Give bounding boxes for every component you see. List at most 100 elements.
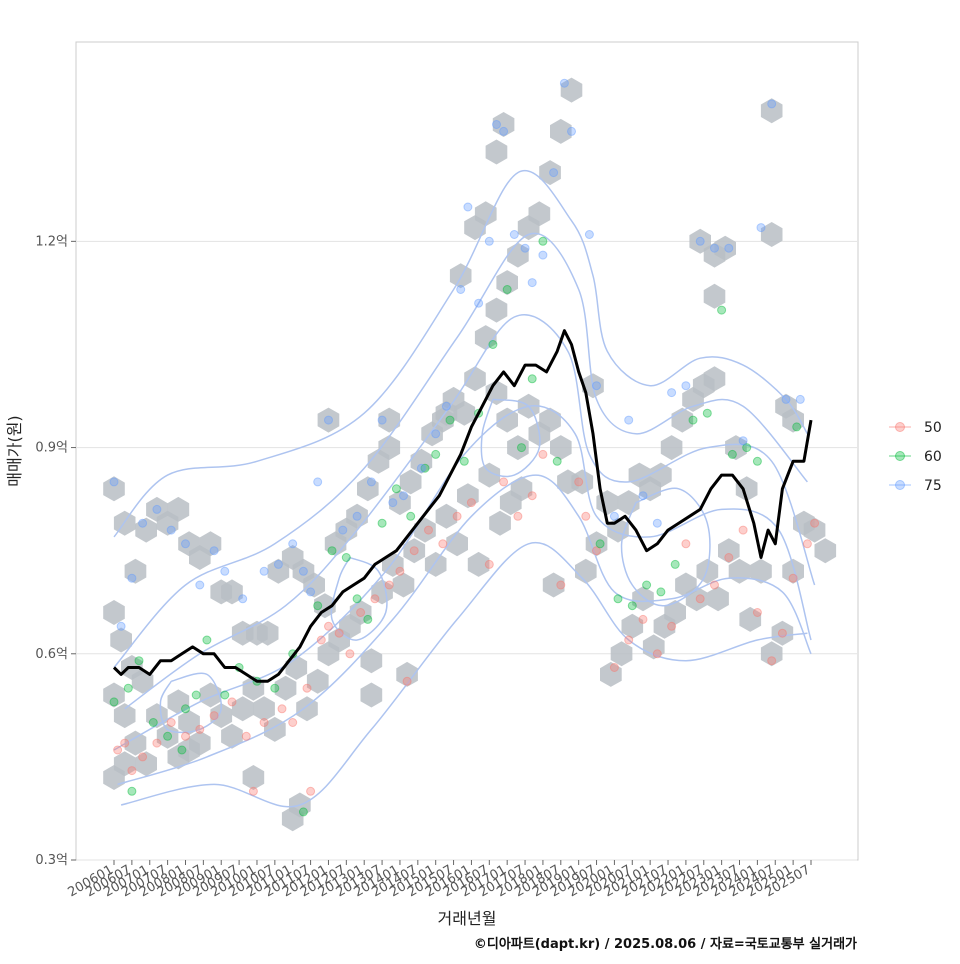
point-75 — [138, 518, 148, 528]
hexbin-cell — [113, 703, 136, 729]
hexbin-cell — [414, 517, 436, 543]
point-50 — [695, 594, 705, 604]
hexbin-cell — [485, 139, 508, 165]
hexbin-cell — [306, 668, 329, 694]
legend-label-50: 50 — [924, 420, 942, 436]
hexbin-cell — [760, 98, 783, 124]
hexbin-cell — [167, 744, 190, 770]
hexbin-cell — [464, 215, 486, 241]
point-60 — [642, 580, 652, 590]
hexbin-cell — [771, 620, 794, 646]
point-50 — [209, 711, 219, 721]
point-50 — [316, 635, 326, 645]
point-75 — [324, 415, 333, 425]
hexbin-cell — [135, 517, 157, 543]
point-50 — [259, 718, 269, 727]
density-contour — [113, 232, 808, 668]
point-60 — [191, 690, 201, 700]
point-75 — [195, 580, 205, 590]
point-75 — [259, 566, 269, 576]
point-50 — [710, 580, 719, 590]
point-75 — [781, 394, 791, 404]
point-75 — [109, 477, 119, 487]
point-75 — [313, 477, 323, 487]
hexbin-cell — [453, 400, 476, 426]
point-50 — [424, 525, 433, 535]
point-75 — [116, 621, 126, 631]
hexbin-cell — [231, 696, 254, 722]
point-50 — [681, 539, 691, 549]
point-50 — [667, 621, 677, 631]
hexbin-cell — [314, 593, 336, 619]
point-50 — [324, 621, 333, 631]
point-75 — [652, 518, 662, 528]
density-contour — [124, 314, 816, 710]
point-50 — [409, 546, 419, 556]
point-75 — [399, 491, 408, 501]
point-75 — [724, 243, 734, 253]
point-60 — [656, 587, 666, 597]
point-50 — [277, 704, 287, 714]
hexbin-cell — [510, 476, 533, 502]
hexbin-cell — [449, 263, 472, 289]
density-contour — [159, 672, 223, 734]
hexbin-cell — [782, 558, 804, 584]
legend-marker-60 — [895, 451, 905, 461]
point-75 — [166, 525, 176, 535]
x-axis-title: 거래년월 — [438, 909, 497, 928]
point-50 — [227, 697, 237, 707]
point-75 — [538, 250, 548, 260]
hexbin-cell — [360, 682, 383, 708]
hexbin-cell — [560, 77, 583, 103]
hexbin-cell — [610, 641, 633, 667]
point-60 — [406, 511, 416, 521]
hexbin-cell — [303, 572, 325, 598]
point-60 — [792, 422, 802, 432]
hexbin-cell — [256, 620, 279, 646]
point-75 — [795, 394, 805, 404]
hexbin-cell — [650, 462, 672, 488]
point-60 — [163, 731, 173, 741]
point-60 — [341, 553, 351, 562]
density-contours — [113, 169, 816, 808]
point-75 — [338, 525, 348, 535]
hexbin-cell — [103, 476, 125, 502]
density-contour — [113, 169, 809, 538]
point-50 — [395, 566, 405, 576]
point-50 — [802, 539, 812, 549]
point-75 — [416, 463, 426, 473]
point-50 — [152, 738, 162, 748]
point-60 — [134, 656, 144, 666]
point-75 — [463, 202, 473, 212]
point-75 — [738, 436, 748, 446]
hexbin-cell — [489, 510, 511, 536]
point-50 — [777, 628, 787, 638]
point-60 — [517, 443, 526, 453]
hexbin-cell — [199, 531, 222, 557]
hexbin-cell — [360, 648, 383, 674]
hexbin-cell — [103, 600, 125, 625]
point-75 — [695, 236, 705, 246]
point-50 — [345, 649, 355, 659]
point-75 — [377, 415, 387, 425]
hexbin-cell — [410, 448, 433, 474]
hexbin-cell — [485, 297, 508, 323]
hexbin-cell — [156, 723, 179, 749]
point-60 — [527, 374, 537, 384]
hexbin-cell — [317, 407, 340, 433]
hexbin-cell — [474, 325, 497, 351]
point-60 — [352, 594, 362, 604]
point-75 — [592, 381, 601, 391]
hexbin-cell — [600, 661, 622, 687]
hexbin-cell — [221, 579, 243, 605]
caption: ©디아파트(dapt.kr) / 2025.08.06 / 자료=국토교통부 실… — [474, 936, 857, 952]
point-60 — [702, 408, 712, 418]
density-contour — [120, 541, 808, 808]
point-75 — [559, 78, 569, 88]
point-60 — [717, 305, 727, 315]
point-75 — [238, 594, 248, 604]
hexbin-cell — [725, 435, 747, 461]
hexbin-cell — [392, 572, 415, 598]
y-tick-label: 0.9억 — [35, 441, 68, 456]
